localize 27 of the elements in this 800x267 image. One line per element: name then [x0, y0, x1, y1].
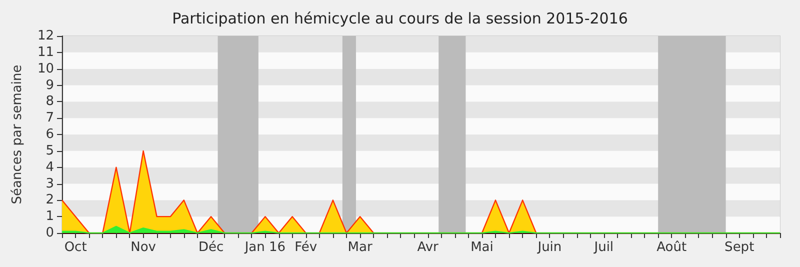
y-tick-label: 4: [46, 160, 54, 175]
x-tick-label: Mar: [348, 240, 373, 255]
x-tick-label: Fév: [294, 240, 318, 255]
x-tick-label: Juil: [593, 240, 614, 255]
y-tick-label: 11: [37, 44, 54, 60]
y-tick-label: 1: [46, 209, 54, 224]
x-tick-label: Août: [656, 240, 687, 255]
x-tick-label: Avr: [417, 240, 440, 255]
y-tick-label: 0: [46, 226, 54, 240]
y-tick-label: 6: [46, 127, 54, 142]
chart-title: Participation en hémicycle au cours de la session 2015-2016: [172, 10, 628, 28]
x-tick-label: Oct: [64, 240, 87, 255]
y-tick-label: 2: [46, 192, 54, 208]
y-tick-label: 5: [46, 143, 54, 158]
y-tick-label: 12: [37, 28, 54, 44]
x-tick-label: Sept: [724, 240, 754, 255]
x-tick-label: Juin: [536, 240, 562, 255]
y-tick-label: 3: [46, 176, 54, 192]
y-tick-label: 10: [37, 61, 54, 76]
y-tick-label: 9: [46, 78, 54, 93]
y-tick-label: 7: [46, 110, 54, 126]
y-axis-title: Séances par semaine: [10, 64, 25, 204]
x-tick-label: Jan 16: [244, 240, 286, 255]
x-tick-label: Nov: [130, 240, 156, 255]
y-tick-label: 8: [46, 94, 54, 110]
x-tick-label: Déc: [198, 240, 224, 255]
x-tick-label: Mai: [470, 240, 494, 255]
